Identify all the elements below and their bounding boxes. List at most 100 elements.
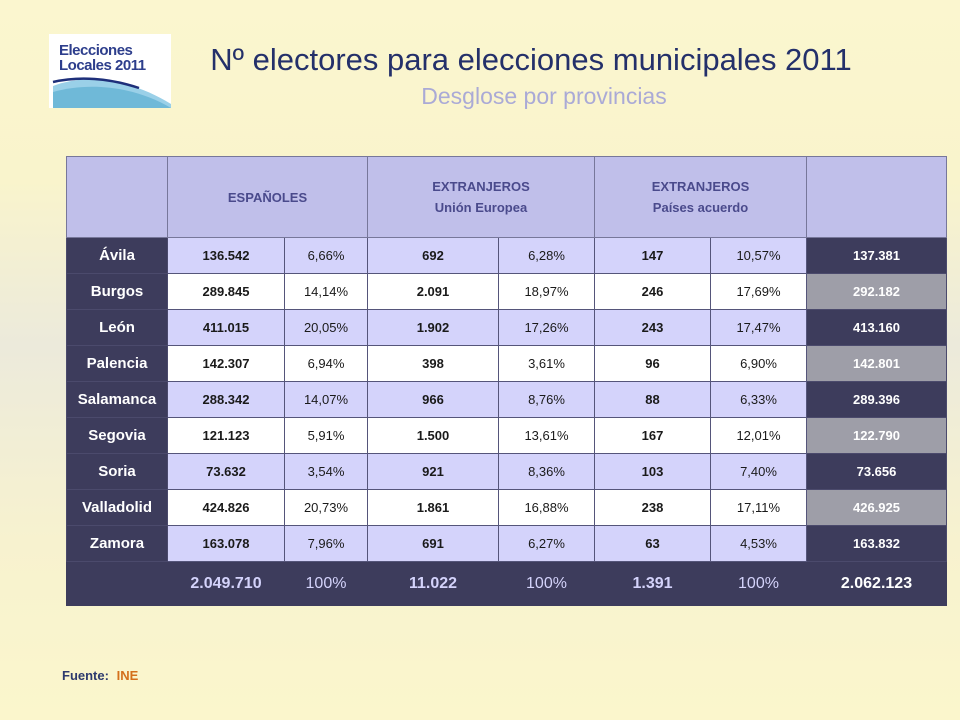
ue-count: 2.091 [367, 273, 499, 310]
page-subtitle: Desglose por provincias [421, 83, 667, 109]
pa-pct: 17,69% [710, 273, 807, 310]
logo-swoosh-graphic [52, 77, 171, 108]
table-row-leon: León 411.015 20,05% 1.902 17,26% 243 17,… [66, 309, 947, 346]
page-title: Nº electores para elecciones municipales… [210, 42, 852, 77]
total-ue: 11.022 [367, 561, 499, 606]
row-total: 426.925 [806, 489, 947, 526]
header-empty-right [806, 156, 947, 238]
header-extranjeros-pa: EXTRANJEROS Países acuerdo [594, 156, 807, 238]
row-total: 289.396 [806, 381, 947, 418]
header-row: ESPAÑOLES EXTRANJEROS Unión Europea EXTR… [66, 156, 947, 238]
ue-pct: 8,36% [498, 453, 595, 490]
total-pa-pct: 100% [710, 561, 807, 606]
province-name: León [66, 309, 168, 346]
ue-pct: 18,97% [498, 273, 595, 310]
header-extranjeros-ue-line1: EXTRANJEROS [432, 179, 530, 194]
total-pa: 1.391 [594, 561, 711, 606]
ue-pct: 8,76% [498, 381, 595, 418]
totals-empty-cell [66, 561, 168, 606]
espanoles-count: 288.342 [167, 381, 285, 418]
espanoles-count: 121.123 [167, 417, 285, 454]
row-total: 163.832 [806, 525, 947, 562]
espanoles-pct: 14,14% [284, 273, 368, 310]
total-espanoles: 2.049.710 [167, 561, 285, 606]
row-total: 122.790 [806, 417, 947, 454]
row-total: 292.182 [806, 273, 947, 310]
totals-row: 2.049.710 100% 11.022 100% 1.391 100% 2.… [66, 561, 947, 606]
pa-pct: 17,11% [710, 489, 807, 526]
header-extranjeros-pa-line1: EXTRANJEROS [651, 179, 750, 194]
pa-count: 63 [594, 525, 711, 562]
total-espanoles-pct: 100% [284, 561, 368, 606]
table-row-segovia: Segovia 121.123 5,91% 1.500 13,61% 167 1… [66, 417, 947, 454]
espanoles-pct: 6,66% [284, 237, 368, 274]
espanoles-count: 142.307 [167, 345, 285, 382]
pa-pct: 7,40% [710, 453, 807, 490]
electores-table: ESPAÑOLES EXTRANJEROS Unión Europea EXTR… [66, 156, 947, 606]
espanoles-count: 411.015 [167, 309, 285, 346]
ue-count: 691 [367, 525, 499, 562]
logo-line-2: Locales 2011 [59, 57, 146, 74]
pa-count: 96 [594, 345, 711, 382]
header-extranjeros-ue-line2: Unión Europea [434, 200, 528, 215]
grand-total: 2.062.123 [806, 561, 947, 606]
row-total: 73.656 [806, 453, 947, 490]
espanoles-pct: 6,94% [284, 345, 368, 382]
ue-count: 921 [367, 453, 499, 490]
row-total: 137.381 [806, 237, 947, 274]
ue-pct: 6,28% [498, 237, 595, 274]
ue-count: 1.902 [367, 309, 499, 346]
province-name: Valladolid [66, 489, 168, 526]
source-value: INE [116, 668, 139, 683]
espanoles-count: 163.078 [167, 525, 285, 562]
pa-pct: 6,90% [710, 345, 807, 382]
pa-count: 246 [594, 273, 711, 310]
pa-pct: 4,53% [710, 525, 807, 562]
province-name: Palencia [66, 345, 168, 382]
espanoles-pct: 3,54% [284, 453, 368, 490]
ue-count: 398 [367, 345, 499, 382]
elecciones-locales-logo: Elecciones Locales 2011 [49, 34, 171, 108]
table-row-salamanca: Salamanca 288.342 14,07% 966 8,76% 88 6,… [66, 381, 947, 418]
pa-pct: 12,01% [710, 417, 807, 454]
header-espanoles-label: ESPAÑOLES [227, 189, 308, 205]
espanoles-pct: 20,73% [284, 489, 368, 526]
pa-count: 88 [594, 381, 711, 418]
source-label: Fuente: [62, 668, 109, 683]
header-extranjeros-pa-line2: Países acuerdo [652, 200, 749, 215]
ue-pct: 17,26% [498, 309, 595, 346]
table-row-avila: Ávila 136.542 6,66% 692 6,28% 147 10,57%… [66, 237, 947, 274]
table-row-soria: Soria 73.632 3,54% 921 8,36% 103 7,40% 7… [66, 453, 947, 490]
header-extranjeros-ue: EXTRANJEROS Unión Europea [367, 156, 595, 238]
header-espanoles: ESPAÑOLES [167, 156, 368, 238]
ue-count: 1.500 [367, 417, 499, 454]
pa-count: 147 [594, 237, 711, 274]
table-row-valladolid: Valladolid 424.826 20,73% 1.861 16,88% 2… [66, 489, 947, 526]
pa-count: 103 [594, 453, 711, 490]
ue-pct: 13,61% [498, 417, 595, 454]
province-name: Ávila [66, 237, 168, 274]
province-name: Salamanca [66, 381, 168, 418]
ue-pct: 16,88% [498, 489, 595, 526]
espanoles-count: 73.632 [167, 453, 285, 490]
province-name: Soria [66, 453, 168, 490]
source-note: Fuente: INE [62, 668, 138, 683]
espanoles-count: 136.542 [167, 237, 285, 274]
province-name: Burgos [66, 273, 168, 310]
pa-count: 243 [594, 309, 711, 346]
espanoles-count: 424.826 [167, 489, 285, 526]
pa-pct: 6,33% [710, 381, 807, 418]
row-total: 142.801 [806, 345, 947, 382]
ue-count: 692 [367, 237, 499, 274]
pa-pct: 17,47% [710, 309, 807, 346]
logo-line-1: Elecciones [59, 42, 133, 59]
espanoles-count: 289.845 [167, 273, 285, 310]
espanoles-pct: 14,07% [284, 381, 368, 418]
pa-count: 167 [594, 417, 711, 454]
table-row-zamora: Zamora 163.078 7,96% 691 6,27% 63 4,53% … [66, 525, 947, 562]
ue-count: 1.861 [367, 489, 499, 526]
espanoles-pct: 5,91% [284, 417, 368, 454]
ue-count: 966 [367, 381, 499, 418]
province-name: Zamora [66, 525, 168, 562]
pa-pct: 10,57% [710, 237, 807, 274]
